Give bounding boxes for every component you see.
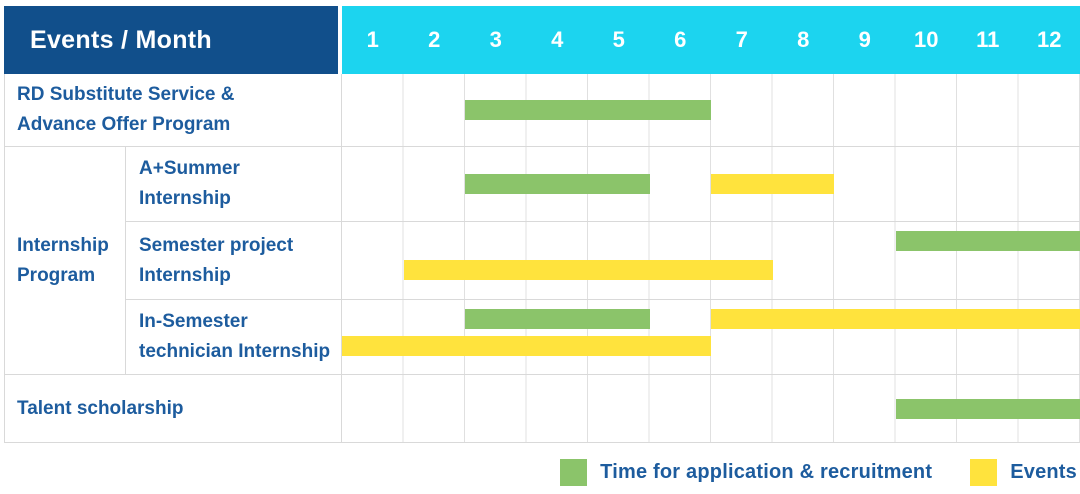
month-header-1: 1 [366, 27, 379, 52]
legend: Time for application & recruitment Event… [560, 459, 1077, 486]
row-label-line: Talent scholarship [17, 397, 184, 419]
row-track [342, 74, 1080, 146]
row-track [342, 222, 1080, 299]
row-label-line: In-Semester [139, 311, 248, 332]
month-header-5: 5 [612, 27, 625, 52]
group-subrows: A+Summer Internship Semester project Int… [126, 147, 1080, 374]
month-header-6: 6 [674, 27, 687, 52]
month-header-12: 12 [1037, 27, 1062, 52]
header-gap [338, 6, 342, 74]
events-month-header: Events / Month [4, 6, 338, 74]
row-label-semester-project: Semester project Internship [126, 222, 342, 299]
event-bar [711, 174, 834, 194]
row-track [342, 300, 1080, 374]
application-legend-swatch [560, 459, 588, 486]
application-bar [465, 309, 650, 329]
row-label-line: A+Summer [139, 158, 240, 179]
table-body: RD Substitute Service & Advance Offer Pr… [4, 74, 1080, 443]
event-bar [711, 309, 1080, 329]
month-header-9: 9 [858, 27, 871, 52]
legend-item-events: Events [970, 459, 1077, 486]
row-label-in-semester-technician: In-Semester technician Internship [126, 300, 342, 374]
internship-program-group: Internship Program A+Summer Internship S… [5, 147, 1080, 375]
month-header-3: 3 [489, 27, 502, 52]
application-bar [465, 174, 650, 194]
month-header-10: 10 [914, 27, 939, 52]
application-bar [895, 231, 1080, 251]
table-header-row: Events / Month 1 2 3 4 5 6 7 8 9 10 11 12 [4, 6, 1080, 74]
event-bar [342, 336, 711, 356]
legend-item-application: Time for application & recruitment [560, 459, 932, 486]
month-header-2: 2 [428, 27, 441, 52]
row-label-line: Semester project [139, 234, 294, 256]
month-header-8: 8 [797, 27, 810, 52]
gantt-table: Events / Month 1 2 3 4 5 6 7 8 9 10 11 12 RD Substi… [4, 6, 1080, 443]
row-track [342, 147, 1080, 221]
months-header: 1 2 3 4 5 6 7 8 9 10 11 12 [342, 6, 1080, 74]
row-label-rd-substitute: RD Substitute Service & Advance Offer Pr… [5, 74, 342, 146]
table-row: Talent scholarship [5, 375, 1080, 442]
row-label-talent-scholarship: Talent scholarship [5, 375, 342, 442]
event-bar [403, 259, 773, 280]
table-row: Semester project Internship [126, 222, 1080, 300]
month-header-11: 11 [976, 27, 1000, 52]
row-label-line: RD Substitute Service & [17, 84, 235, 105]
table-row: A+Summer Internship [126, 147, 1080, 222]
application-bar [465, 100, 711, 120]
table-row: RD Substitute Service & Advance Offer Pr… [5, 74, 1080, 147]
row-label-line: technician Internship [139, 341, 331, 362]
events-legend-label: Events [1010, 461, 1077, 483]
row-label-line: Internship [139, 264, 231, 286]
events-legend-swatch [970, 459, 998, 486]
table-row: In-Semester technician Internship [126, 300, 1080, 374]
application-bar [895, 398, 1080, 419]
month-header-7: 7 [735, 27, 748, 52]
application-legend-label: Time for application & recruitment [600, 461, 933, 483]
row-label-a-summer: A+Summer Internship [126, 147, 342, 221]
row-label-line: Internship [139, 188, 231, 209]
group-label-internship-program: Internship Program [5, 147, 126, 374]
month-header-4: 4 [551, 27, 564, 52]
row-track [342, 375, 1080, 442]
row-label-line: Advance Offer Program [17, 114, 231, 135]
